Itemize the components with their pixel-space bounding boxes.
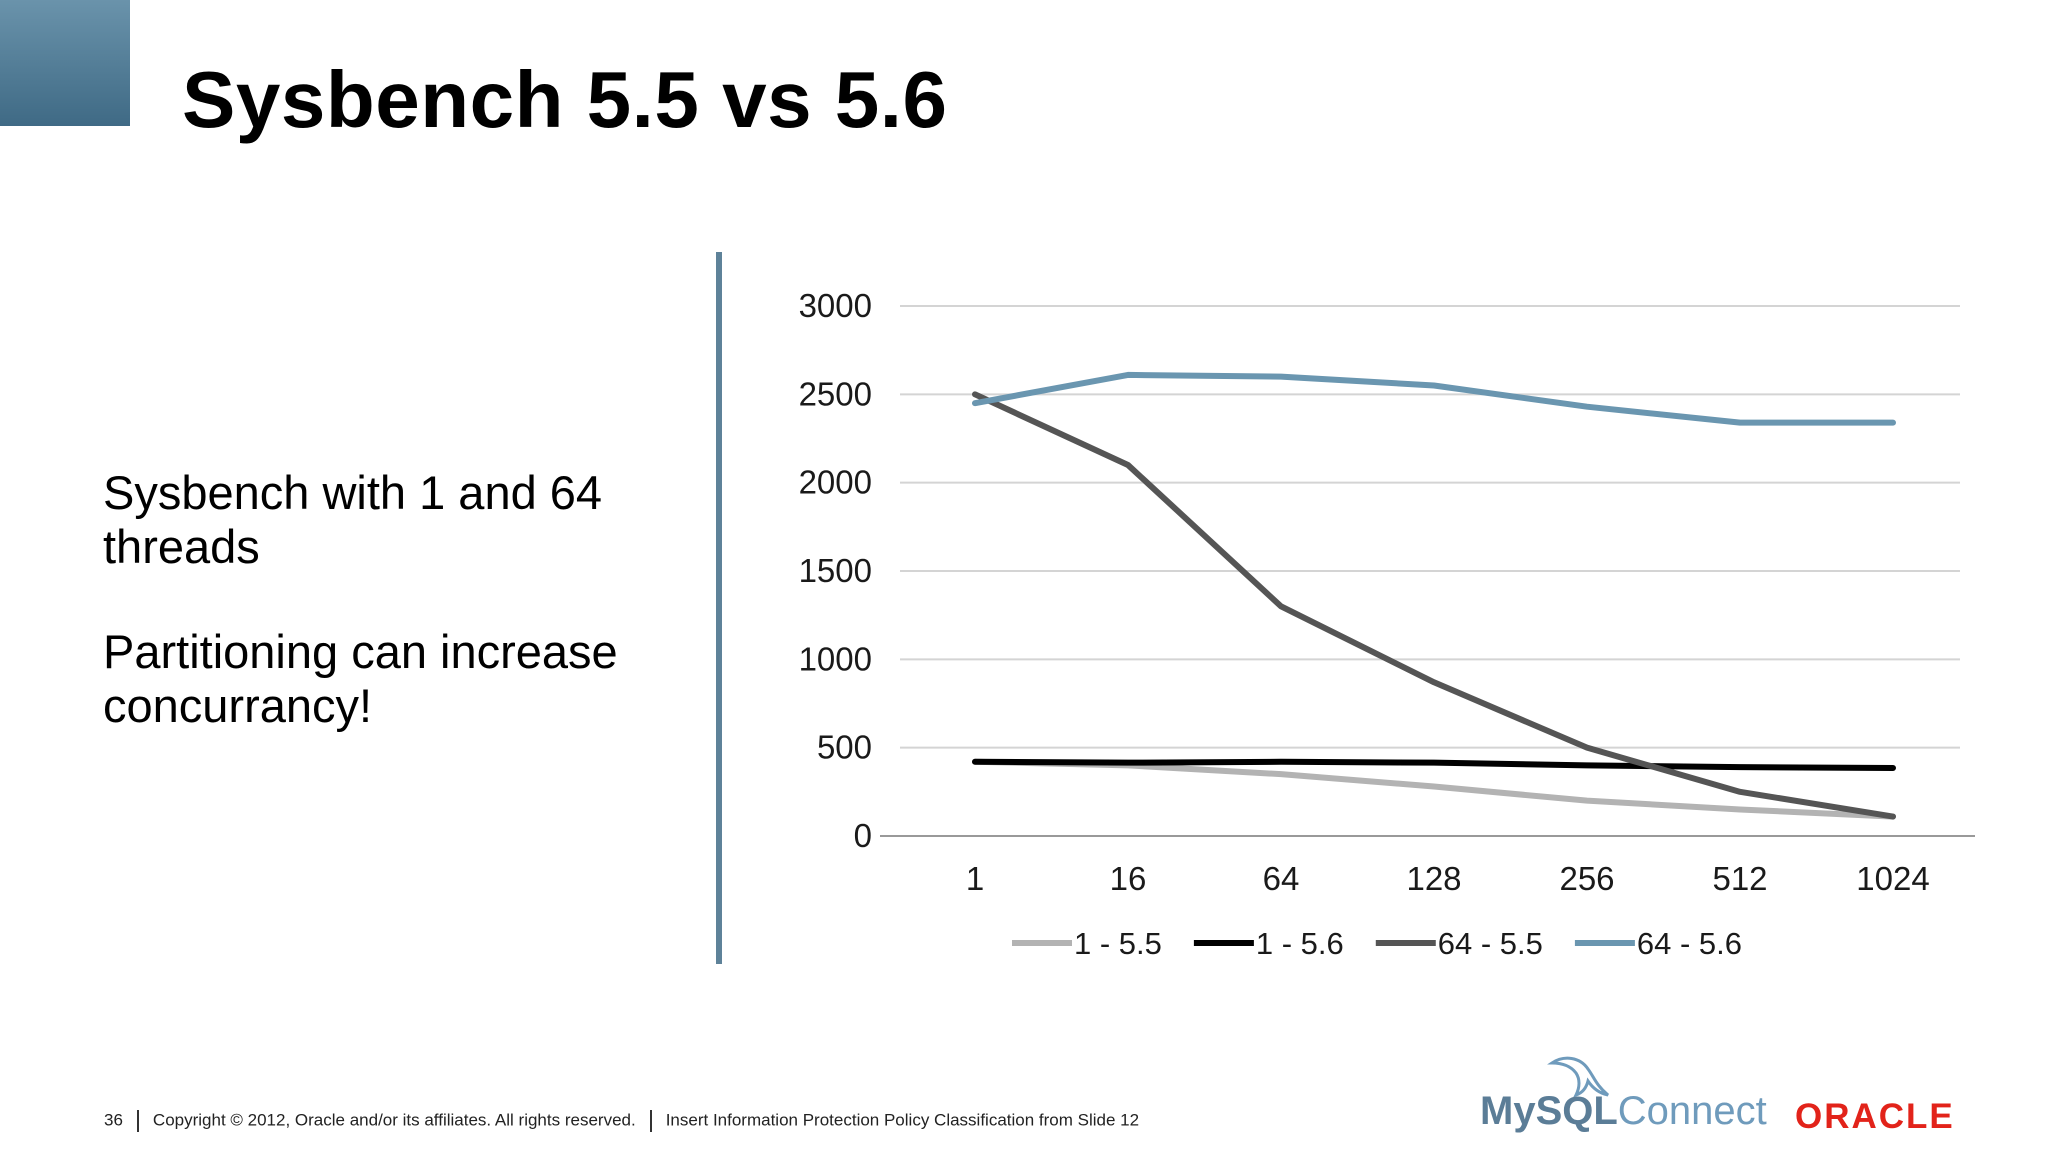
connect-wordmark: Connect (1617, 1089, 1767, 1133)
y-tick-label: 3000 (799, 287, 872, 324)
footer-separator (649, 1110, 652, 1132)
y-tick-label: 0 (854, 817, 872, 854)
series-line (972, 758, 1896, 771)
x-tick-label: 512 (1712, 860, 1767, 897)
footer-separator (136, 1110, 139, 1132)
x-tick-label: 256 (1559, 860, 1614, 897)
y-tick-label: 2000 (799, 464, 872, 501)
legend-label: 64 - 5.5 (1438, 926, 1543, 961)
vertical-divider (716, 252, 722, 964)
x-tick-label: 1024 (1856, 860, 1929, 897)
y-tick-label: 2500 (799, 375, 872, 412)
bullet-2: Partitioning can increase concurrancy! (103, 625, 618, 732)
mysql-wordmark: MySQL (1480, 1089, 1618, 1133)
x-tick-label: 128 (1406, 860, 1461, 897)
series-line (972, 391, 1896, 820)
page-number: 36 (104, 1110, 123, 1130)
y-tick-label: 1500 (799, 552, 872, 589)
chart-canvas: 0 500 1000 1500 2000 2500 3000 1 16 64 128 256 512 10… (799, 287, 1975, 961)
legend-label: 64 - 5.6 (1637, 926, 1742, 961)
x-tick-label: 1 (966, 860, 984, 897)
y-tick-label: 500 (817, 729, 872, 766)
mysql-connect-wordmark: MySQLConnect (1480, 1089, 1767, 1133)
bullet-list: Sysbench with 1 and 64 threads Partition… (103, 466, 703, 784)
legend-label: 1 - 5.5 (1074, 926, 1162, 961)
copyright-text: Copyright © 2012, Oracle and/or its affi… (152, 1110, 636, 1130)
x-tick-label: 16 (1110, 860, 1147, 897)
slide-footer: 36 Copyright © 2012, Oracle and/or its af… (104, 1110, 1139, 1132)
series-line (972, 371, 1896, 426)
corner-accent-block (0, 0, 130, 126)
line-chart: 0 500 1000 1500 2000 2500 3000 1 16 64 128 256 512 10… (730, 240, 2000, 980)
oracle-logo: ORACLE (1795, 1097, 1955, 1136)
dolphin-icon (1547, 1056, 1609, 1098)
classification-text: Insert Information Protection Policy Cla… (665, 1110, 1140, 1130)
slide-title: Sysbench 5.5 vs 5.6 (182, 55, 948, 144)
y-tick-label: 1000 (799, 640, 872, 677)
mysql-connect-logo: MySQLConnect (1480, 1055, 1767, 1135)
bullet-1: Sysbench with 1 and 64 threads (103, 466, 603, 573)
x-tick-label: 64 (1263, 860, 1300, 897)
legend-label: 1 - 5.6 (1256, 926, 1344, 961)
